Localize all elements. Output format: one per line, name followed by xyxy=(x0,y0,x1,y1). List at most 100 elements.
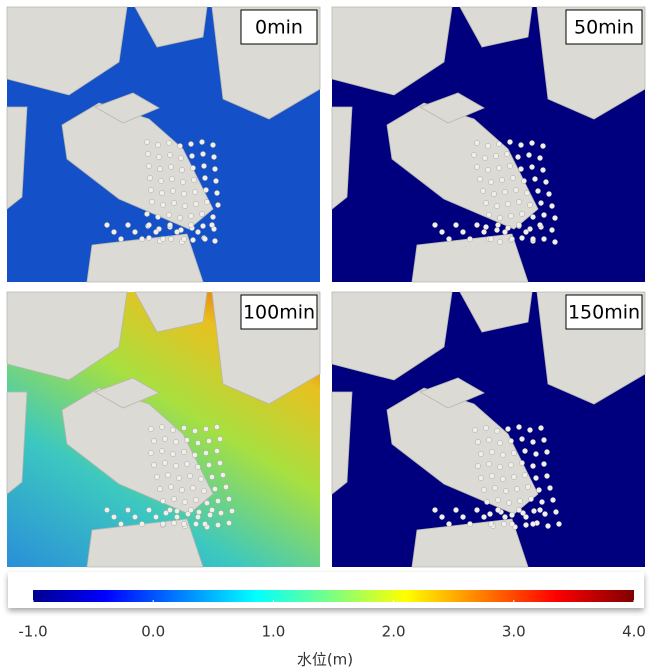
particle xyxy=(196,509,201,514)
particle xyxy=(516,507,521,512)
particle xyxy=(146,235,151,240)
particle xyxy=(547,485,552,490)
particle xyxy=(174,229,179,234)
particle xyxy=(493,153,498,158)
particle xyxy=(210,142,215,147)
particle xyxy=(475,439,480,444)
particle xyxy=(540,143,545,148)
particle xyxy=(132,514,137,519)
particle xyxy=(168,236,173,241)
particle xyxy=(157,486,162,491)
panel-label: 50min xyxy=(574,17,634,39)
particle xyxy=(519,436,524,441)
particle xyxy=(496,141,501,146)
particle xyxy=(146,163,151,168)
particle xyxy=(188,141,193,146)
particle xyxy=(535,188,540,193)
particle xyxy=(212,486,217,491)
particle xyxy=(204,500,209,505)
particle xyxy=(483,224,488,229)
particle xyxy=(212,238,217,243)
particle xyxy=(471,152,476,157)
particle xyxy=(439,514,444,519)
particle xyxy=(494,227,499,232)
particle xyxy=(160,202,165,207)
particle xyxy=(539,499,544,504)
particle xyxy=(218,510,223,515)
particle xyxy=(516,222,521,227)
particle xyxy=(494,203,499,208)
particle xyxy=(508,438,513,443)
panel: 100min xyxy=(7,292,320,567)
particle xyxy=(226,496,231,501)
particle xyxy=(182,203,187,208)
particle xyxy=(489,449,494,454)
particle xyxy=(111,514,116,519)
particle xyxy=(556,521,561,526)
particle xyxy=(482,155,487,160)
particle xyxy=(527,202,532,207)
particle xyxy=(192,189,197,194)
particle xyxy=(511,450,516,455)
particle xyxy=(483,200,488,205)
particle xyxy=(209,222,214,227)
particle xyxy=(474,164,479,169)
particle xyxy=(509,236,514,241)
particle xyxy=(181,236,186,241)
particle xyxy=(446,236,451,241)
particle xyxy=(190,165,195,170)
particle xyxy=(192,428,197,433)
particle xyxy=(184,461,189,466)
particle xyxy=(540,167,545,172)
particle xyxy=(467,236,472,241)
particle xyxy=(148,426,153,431)
particle xyxy=(491,191,496,196)
particle xyxy=(132,229,137,234)
particle xyxy=(496,165,501,170)
particle xyxy=(181,521,186,526)
particle xyxy=(527,427,532,432)
particle xyxy=(432,507,437,512)
particle xyxy=(517,498,522,503)
particle xyxy=(148,187,153,192)
particle xyxy=(537,507,542,512)
particle xyxy=(486,461,491,466)
particle xyxy=(203,187,208,192)
particle xyxy=(474,222,479,227)
particle xyxy=(202,236,207,241)
particle xyxy=(478,475,483,480)
particle xyxy=(177,143,182,148)
particle xyxy=(204,199,209,204)
particle xyxy=(488,179,493,184)
particle xyxy=(169,176,174,181)
particle xyxy=(519,211,524,216)
particle xyxy=(201,488,206,493)
particle xyxy=(486,212,491,217)
particle xyxy=(155,142,160,147)
particle xyxy=(514,486,519,491)
particle xyxy=(198,476,203,481)
particle xyxy=(478,451,483,456)
particle xyxy=(537,222,542,227)
particle xyxy=(485,143,490,148)
particle xyxy=(523,522,528,527)
particle xyxy=(167,222,172,227)
particle xyxy=(529,140,534,145)
colorbar-tick-label: 3.0 xyxy=(502,623,526,641)
panel-label: 100min xyxy=(243,302,315,324)
particle xyxy=(168,484,173,489)
particle xyxy=(184,437,189,442)
particle xyxy=(474,140,479,145)
particle xyxy=(188,507,193,512)
particle xyxy=(209,474,214,479)
particle xyxy=(168,164,173,169)
particle xyxy=(487,511,492,516)
particle xyxy=(508,462,513,467)
particle xyxy=(501,521,506,526)
particle xyxy=(492,485,497,490)
particle xyxy=(188,213,193,218)
particle xyxy=(215,522,220,527)
colorbar xyxy=(33,590,634,602)
particle xyxy=(153,514,158,519)
particle xyxy=(488,521,493,526)
